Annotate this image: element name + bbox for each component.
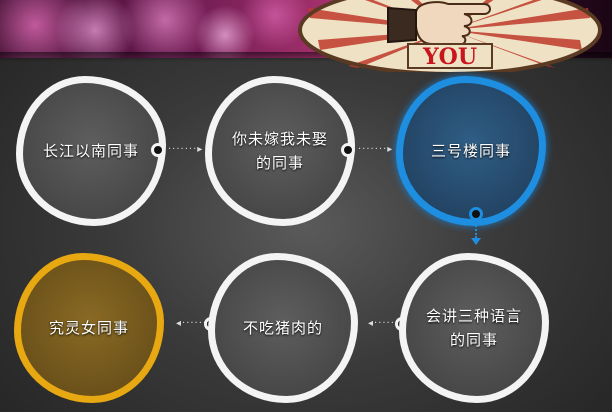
flow-step-label: 你未嫁我未娶的同事 <box>231 130 328 172</box>
flow-arrow-right: ·······▸ <box>358 144 394 155</box>
flow-step-1: 长江以南同事 <box>16 76 166 226</box>
flow-step-label: 长江以南同事 <box>42 142 139 160</box>
flow-arrow-down-head <box>471 238 481 245</box>
connector-knob <box>151 143 165 157</box>
you-badge: YOU <box>298 0 602 72</box>
flow-step-2: 你未嫁我未娶的同事 <box>205 76 355 226</box>
banner-shadow <box>0 52 612 62</box>
flow-arrow-right: ·······▸ <box>168 144 204 155</box>
flow-step-3: 三号楼同事 <box>396 76 546 226</box>
connector-knob <box>341 143 355 157</box>
badge-text: YOU <box>422 44 477 70</box>
flow-arrow-down <box>475 222 479 238</box>
flow-arrow-left: ◂······· <box>176 318 212 329</box>
flow-step-5: 不吃猪肉的 <box>208 253 358 403</box>
connector-knob <box>469 207 483 221</box>
flow-step-label: 究灵女同事 <box>48 319 129 337</box>
flow-arrow-left: ◂······· <box>368 318 404 329</box>
flow-step-4: 会讲三种语言的同事 <box>399 253 549 403</box>
flow-step-label: 三号楼同事 <box>430 142 511 160</box>
flow-step-label: 会讲三种语言的同事 <box>425 307 522 349</box>
badge-plate <box>407 43 493 69</box>
flow-step-label: 不吃猪肉的 <box>242 319 323 337</box>
flow-step-6: 究灵女同事 <box>14 253 164 403</box>
